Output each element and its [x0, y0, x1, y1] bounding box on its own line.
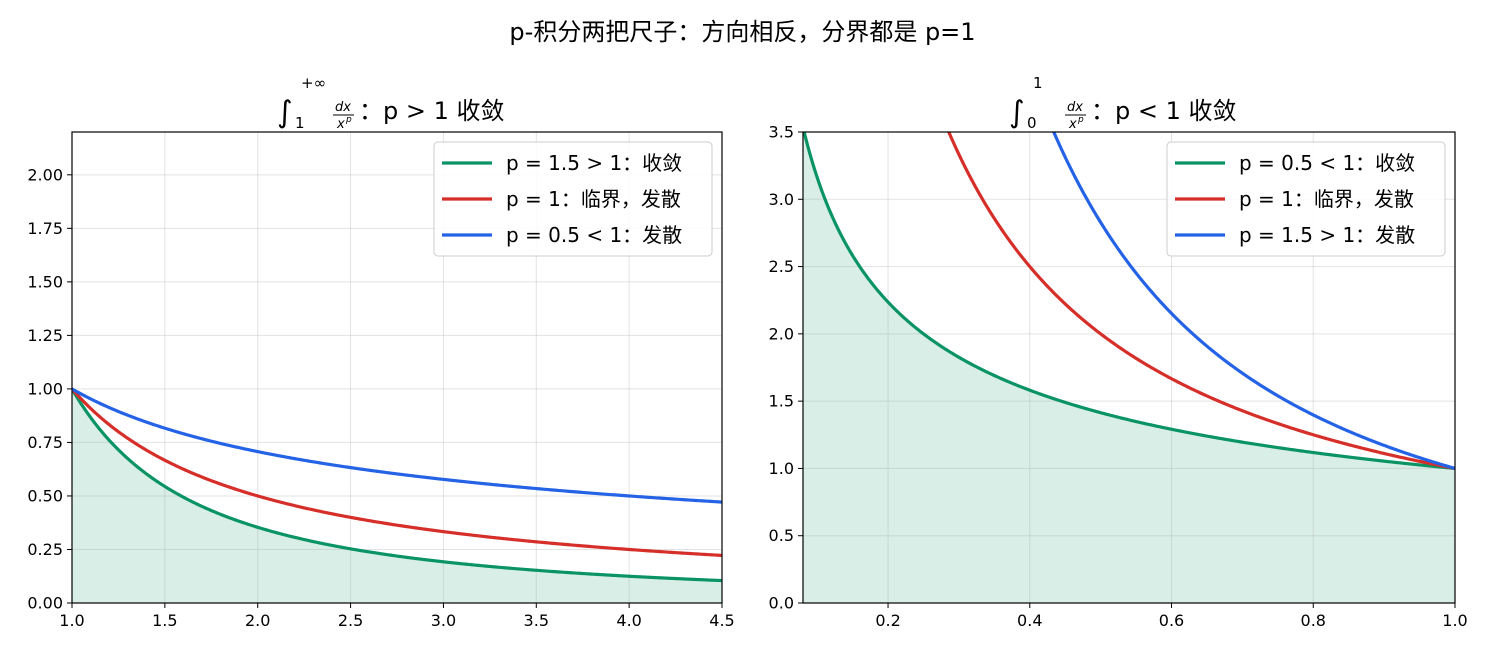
chart-2: 0.2 0.4 0.6 0.8 1.0 0.0 0.5 1.0 1.5 2.0 2.5 3.0 3.5 ∫… [769, 74, 1468, 630]
series-line-2 [72, 387, 722, 558]
series-line-1 [803, 132, 1455, 471]
y-tick-label: 0.25 [27, 540, 63, 559]
legend: p = 0.5 < 1：收敛 p = 1：临界，发散 p = 1.5 > 1：发散 [1166, 141, 1446, 257]
y-tick-label: 0.0 [769, 594, 794, 613]
fraction-denominator: x [336, 117, 345, 132]
shaded-area [803, 132, 1455, 603]
x-tick-label: 1.5 [152, 611, 177, 630]
integral-upper: +∞ [301, 74, 326, 92]
y-tick-label: 1.00 [27, 379, 63, 398]
legend-entry: p = 1：临界，发散 [1239, 187, 1414, 211]
y-tick-label: 0.50 [27, 486, 63, 505]
y-tick-label: 0.00 [27, 594, 63, 613]
fraction-numerator: dx [335, 100, 351, 115]
x-tick-label: 0.2 [875, 611, 900, 630]
y-tick-label: 3.0 [769, 190, 794, 209]
axes-frame [71, 131, 723, 604]
x-tick-label: 3.5 [524, 611, 549, 630]
series-line-2 [947, 132, 1455, 471]
x-tick-label: 0.8 [1301, 611, 1326, 630]
chart-title: ∫ +∞ 1 dx x p ：p > 1 收敛 [277, 74, 505, 132]
y-tick-label: 1.0 [769, 459, 794, 478]
integral-lower: 1 [295, 114, 305, 132]
x-tick-label: 2.0 [245, 611, 270, 630]
y-tick-label: 0.5 [769, 526, 794, 545]
x-tick-label: 2.5 [338, 611, 363, 630]
integral-sign: ∫ [1009, 95, 1025, 130]
x-tick-label: 0.4 [1017, 611, 1042, 630]
title-condition: ：p < 1 收敛 [1091, 97, 1237, 125]
legend-entry: p = 1.5 > 1：发散 [1239, 223, 1415, 247]
legend-box [433, 141, 713, 257]
y-tick-label: 2.00 [27, 165, 63, 184]
legend-entry: p = 0.5 < 1：收敛 [1239, 151, 1415, 175]
x-tick-label: 3.0 [431, 611, 456, 630]
fraction-denominator-exponent: p [345, 115, 352, 125]
y-tick-label: 3.5 [769, 123, 794, 142]
x-tick-label: 4.0 [616, 611, 641, 630]
legend: p = 1.5 > 1：收敛 p = 1：临界，发散 p = 0.5 < 1：发散 [433, 141, 713, 257]
fraction-numerator: dx [1067, 100, 1083, 115]
y-tick-label: 1.50 [27, 272, 63, 291]
integral-upper: 1 [1033, 74, 1043, 92]
y-tick-label: 1.25 [27, 326, 63, 345]
series-line-3 [1051, 132, 1455, 470]
y-tick-label: 1.5 [769, 392, 794, 411]
fraction-denominator: x [1068, 117, 1077, 132]
figure-suptitle: p-积分两把尺子：方向相反，分界都是 p=1 [509, 18, 976, 46]
axes-frame [802, 131, 1456, 604]
legend-entry: p = 1：临界，发散 [506, 187, 681, 211]
y-tick-label: 1.75 [27, 219, 63, 238]
shaded-area [72, 388, 722, 603]
series-line-1 [72, 388, 722, 583]
x-tick-label: 1.0 [1442, 611, 1467, 630]
chart-1: 1.0 1.5 2.0 2.5 3.0 3.5 4.0 4.5 0.00 0.25 0.50 0.75… [27, 74, 734, 630]
x-tick-label: 1.0 [59, 611, 84, 630]
legend-entry: p = 1.5 > 1：收敛 [506, 151, 682, 175]
y-tick-label: 2.5 [769, 257, 794, 276]
integral-sign: ∫ [277, 95, 293, 130]
series-line-3 [72, 387, 722, 504]
x-tick-label: 0.6 [1159, 611, 1184, 630]
integral-lower: 0 [1027, 114, 1037, 132]
y-tick-label: 0.75 [27, 433, 63, 452]
x-tick-label: 4.5 [709, 611, 734, 630]
fraction-denominator-exponent: p [1077, 115, 1084, 125]
chart-title: ∫ 1 0 dx x p ：p < 1 收敛 [1009, 74, 1237, 132]
y-tick-label: 2.0 [769, 324, 794, 343]
title-condition: ：p > 1 收敛 [359, 97, 505, 125]
legend-entry: p = 0.5 < 1：发散 [506, 223, 682, 247]
legend-box [1166, 141, 1446, 257]
